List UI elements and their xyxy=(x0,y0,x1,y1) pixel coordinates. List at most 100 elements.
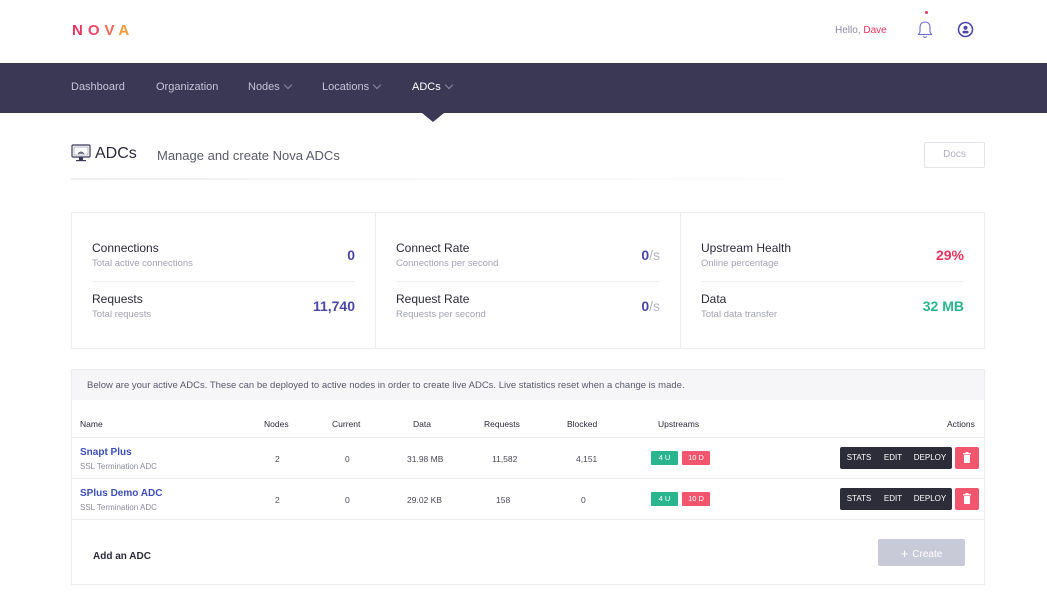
monitor-icon xyxy=(71,144,91,162)
table-row: SPlus Demo ADC SSL Termination ADC 2 0 2… xyxy=(72,479,984,520)
stats-column: Connections Total active connections 0 R… xyxy=(72,213,376,348)
stat-sublabel: Connections per second xyxy=(396,258,499,269)
nav-item-locations[interactable]: Locations xyxy=(322,80,382,93)
page-subtitle: Manage and create Nova ADCs xyxy=(157,148,340,163)
nav-label: Nodes xyxy=(248,81,280,93)
add-adc-label: Add an ADC xyxy=(93,551,151,562)
column-header-current: Current xyxy=(332,419,361,429)
nav-label: Organization xyxy=(156,81,219,93)
stat-label: Connections xyxy=(92,241,159,255)
stat-label: Requests xyxy=(92,292,143,306)
stat-request-rate: Request Rate Requests per second 0/s xyxy=(396,292,660,342)
stats-button[interactable]: STATS xyxy=(846,453,872,462)
stat-label: Connect Rate xyxy=(396,241,470,255)
create-button[interactable]: + Create xyxy=(878,539,965,566)
stat-value: 0/s xyxy=(641,298,660,314)
adc-type: SSL Termination ADC xyxy=(80,462,157,471)
nav-label: Locations xyxy=(322,81,370,93)
action-button-group: STATS EDIT DEPLOY xyxy=(840,488,952,510)
adc-name-link[interactable]: SPlus Demo ADC xyxy=(80,488,163,499)
logo-letter: N xyxy=(72,22,88,39)
adc-type: SSL Termination ADC xyxy=(80,503,157,512)
main-nav: Dashboard Organization Nodes Locations A… xyxy=(0,63,1047,113)
nav-item-organization[interactable]: Organization xyxy=(156,81,218,93)
column-header-blocked: Blocked xyxy=(567,419,598,429)
column-header-nodes: Nodes xyxy=(264,419,289,429)
logo-letter: A xyxy=(118,22,135,39)
delete-button[interactable] xyxy=(955,447,979,469)
table-row: Snapt Plus SSL Termination ADC 2 0 31.98… xyxy=(72,438,984,479)
stat-label: Data xyxy=(701,292,727,306)
upstreams-down-badge: 10 D xyxy=(682,451,710,465)
stat-value: 0/s xyxy=(641,247,660,263)
delete-button[interactable] xyxy=(955,488,979,510)
cell-requests: 11,582 xyxy=(492,454,518,464)
cell-nodes: 2 xyxy=(275,454,280,464)
table-header: Name Nodes Current Data Requests Blocked… xyxy=(72,410,984,438)
stat-value: 11,740 xyxy=(312,298,355,314)
adc-table-card: Below are your active ADCs. These can be… xyxy=(71,369,985,585)
stat-sublabel: Requests per second xyxy=(396,309,486,320)
stat-sublabel: Total active connections xyxy=(92,258,193,269)
column-header-data: Data xyxy=(413,419,431,429)
info-notice: Below are your active ADCs. These can be… xyxy=(72,370,984,400)
nav-label: ADCs xyxy=(412,81,441,93)
bell-icon[interactable] xyxy=(916,20,934,40)
cell-data: 29.02 KB xyxy=(407,495,442,505)
stat-sublabel: Online percentage xyxy=(701,258,779,269)
upstreams-down-badge: 10 D xyxy=(682,492,710,506)
divider xyxy=(396,281,660,282)
stat-unit: /s xyxy=(649,247,660,263)
row-actions: STATS EDIT DEPLOY xyxy=(840,447,979,469)
adc-name-link[interactable]: Snapt Plus xyxy=(80,447,132,458)
stat-sublabel: Total data transfer xyxy=(701,309,778,320)
stats-column: Connect Rate Connections per second 0/s … xyxy=(376,213,681,348)
stat-label: Request Rate xyxy=(396,292,470,306)
stat-label: Upstream Health xyxy=(701,241,792,255)
greeting-text: Hello, xyxy=(835,25,861,36)
cell-current: 0 xyxy=(345,454,350,464)
nav-item-adcs[interactable]: ADCs xyxy=(412,80,453,93)
nav-item-dashboard[interactable]: Dashboard xyxy=(71,81,125,93)
nav-item-nodes[interactable]: Nodes xyxy=(248,80,293,93)
cell-blocked: 0 xyxy=(581,495,586,505)
user-name[interactable]: Dave xyxy=(863,25,887,36)
nova-logo[interactable]: NOVA xyxy=(72,22,134,39)
upstreams-up-badge: 4 U xyxy=(651,451,678,465)
action-button-group: STATS EDIT DEPLOY xyxy=(840,447,952,469)
deploy-button[interactable]: DEPLOY xyxy=(913,494,947,503)
stat-value: 29% xyxy=(935,247,964,263)
docs-button[interactable]: Docs xyxy=(924,142,985,168)
notification-dot xyxy=(925,11,928,14)
stats-column: Upstream Health Online percentage 29% Da… xyxy=(681,213,984,348)
create-label: Create xyxy=(912,549,943,560)
edit-button[interactable]: EDIT xyxy=(883,494,903,503)
stats-button[interactable]: STATS xyxy=(846,494,872,503)
stat-data: Data Total data transfer 32 MB xyxy=(701,292,964,342)
stat-requests: Requests Total requests 11,740 xyxy=(92,292,355,342)
row-actions: STATS EDIT DEPLOY xyxy=(840,488,979,510)
divider xyxy=(701,281,964,282)
logo-letter: O xyxy=(87,22,105,39)
stats-panel: Connections Total active connections 0 R… xyxy=(71,212,985,349)
column-header-requests: Requests xyxy=(484,419,520,429)
page-title: ADCs xyxy=(95,145,137,162)
cell-blocked: 4,151 xyxy=(576,454,598,464)
chevron-down-icon xyxy=(372,80,382,90)
user-greeting: Hello, Dave xyxy=(835,25,887,36)
stat-connect-rate: Connect Rate Connections per second 0/s xyxy=(396,241,660,291)
profile-icon[interactable] xyxy=(957,21,974,38)
trash-icon xyxy=(963,452,971,463)
chevron-down-icon xyxy=(444,80,453,90)
heading-divider xyxy=(71,178,871,180)
cell-requests: 158 xyxy=(496,495,511,505)
page-heading: ADCs Manage and create Nova ADCs xyxy=(71,142,985,182)
column-header-upstreams: Upstreams xyxy=(658,419,700,429)
stat-sublabel: Total requests xyxy=(92,309,152,320)
cell-data: 31.98 MB xyxy=(407,454,444,464)
stat-value: 0 xyxy=(347,247,355,263)
stat-connections: Connections Total active connections 0 xyxy=(92,241,355,291)
column-header-name: Name xyxy=(80,419,103,429)
deploy-button[interactable]: DEPLOY xyxy=(913,453,947,462)
edit-button[interactable]: EDIT xyxy=(883,453,903,462)
